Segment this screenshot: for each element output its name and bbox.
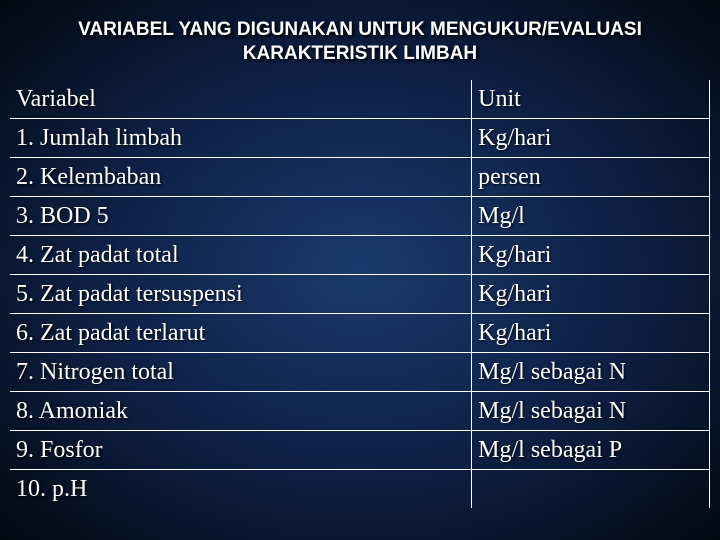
cell-variabel: 4. Zat padat total [10, 235, 472, 274]
cell-unit: Kg/hari [472, 313, 710, 352]
table-row: 3. BOD 5 Mg/l [10, 196, 710, 235]
cell-unit: Mg/l sebagai N [472, 391, 710, 430]
cell-unit: Mg/l [472, 196, 710, 235]
cell-unit: Kg/hari [472, 118, 710, 157]
table-row: 1. Jumlah limbah Kg/hari [10, 118, 710, 157]
table-row: 5. Zat padat tersuspensi Kg/hari [10, 274, 710, 313]
header-unit: Unit [472, 80, 710, 119]
variables-table: Variabel Unit 1. Jumlah limbah Kg/hari 2… [10, 80, 710, 508]
table-row: 10. p.H [10, 469, 710, 508]
table-row: 6. Zat padat terlarut Kg/hari [10, 313, 710, 352]
cell-unit: Mg/l sebagai P [472, 430, 710, 469]
cell-unit: persen [472, 157, 710, 196]
cell-variabel: 5. Zat padat tersuspensi [10, 274, 472, 313]
cell-variabel: 10. p.H [10, 469, 472, 508]
table-row: 7. Nitrogen total Mg/l sebagai N [10, 352, 710, 391]
cell-unit: Mg/l sebagai N [472, 352, 710, 391]
slide-title: VARIABEL YANG DIGUNAKAN UNTUK MENGUKUR/E… [10, 18, 710, 80]
cell-variabel: 2. Kelembaban [10, 157, 472, 196]
cell-unit: Kg/hari [472, 235, 710, 274]
table-header-row: Variabel Unit [10, 80, 710, 119]
title-line-1: VARIABEL YANG DIGUNAKAN UNTUK MENGUKUR/E… [78, 19, 642, 40]
cell-unit: Kg/hari [472, 274, 710, 313]
cell-variabel: 8. Amoniak [10, 391, 472, 430]
cell-variabel: 7. Nitrogen total [10, 352, 472, 391]
cell-variabel: 6. Zat padat terlarut [10, 313, 472, 352]
header-variabel: Variabel [10, 80, 472, 119]
slide: VARIABEL YANG DIGUNAKAN UNTUK MENGUKUR/E… [0, 0, 720, 540]
table-row: 4. Zat padat total Kg/hari [10, 235, 710, 274]
table-row: 9. Fosfor Mg/l sebagai P [10, 430, 710, 469]
cell-variabel: 1. Jumlah limbah [10, 118, 472, 157]
cell-unit [472, 469, 710, 508]
cell-variabel: 3. BOD 5 [10, 196, 472, 235]
table-row: 8. Amoniak Mg/l sebagai N [10, 391, 710, 430]
title-line-2: KARAKTERISTIK LIMBAH [243, 43, 477, 64]
cell-variabel: 9. Fosfor [10, 430, 472, 469]
table-row: 2. Kelembaban persen [10, 157, 710, 196]
